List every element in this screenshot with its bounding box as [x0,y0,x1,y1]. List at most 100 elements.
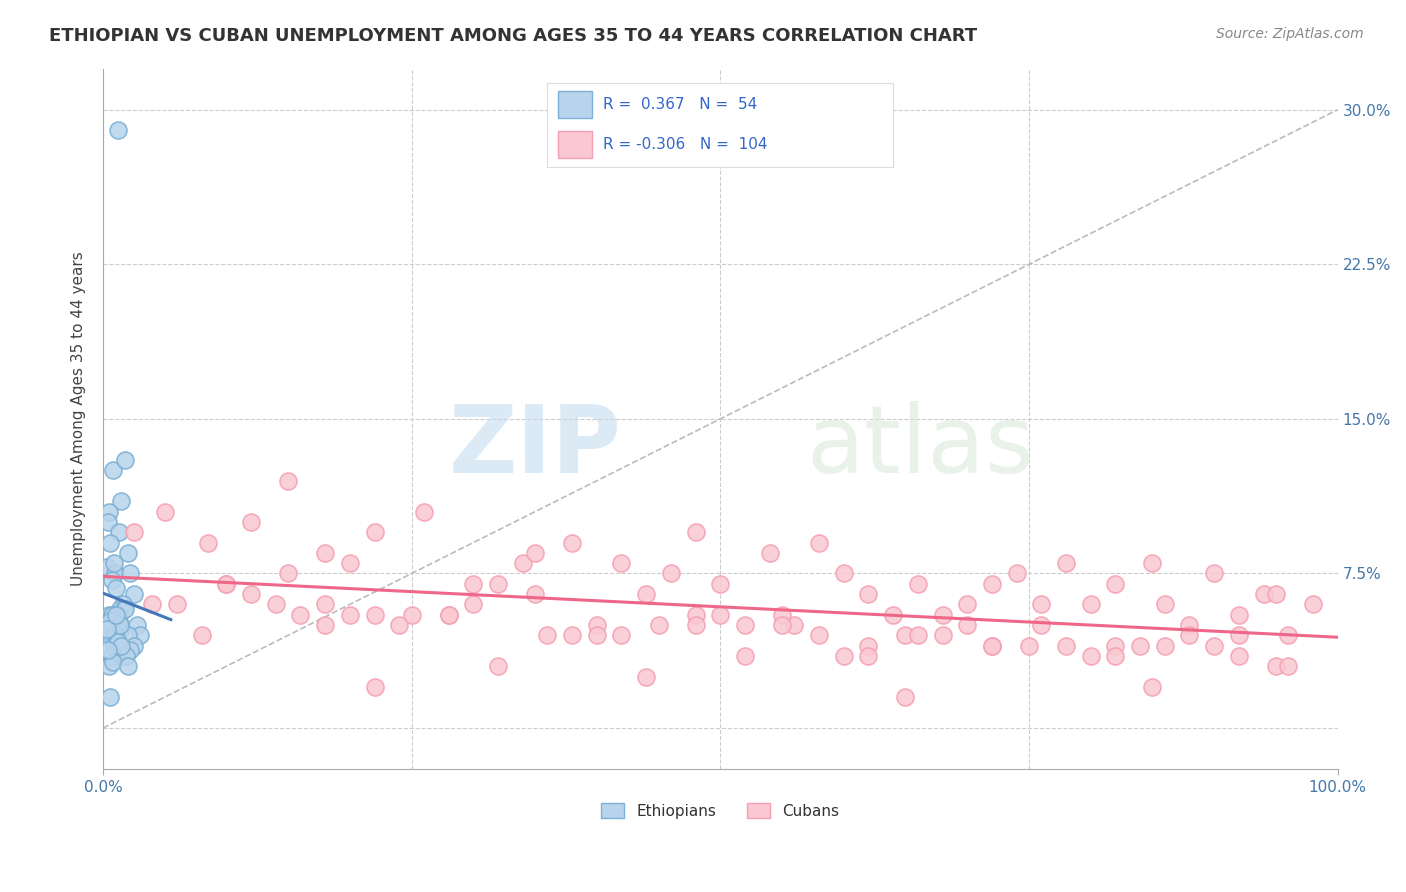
Point [110,494,132,508]
Point [100,607,122,622]
Point [931,628,953,642]
Point [1031,618,1053,632]
Point [388,618,411,632]
Point [437,607,460,622]
Point [1031,598,1053,612]
Point [832,566,855,581]
Point [894,690,917,705]
Text: ETHIOPIAN VS CUBAN UNEMPLOYMENT AMONG AGES 35 TO 44 YEARS CORRELATION CHART: ETHIOPIAN VS CUBAN UNEMPLOYMENT AMONG AG… [49,27,977,45]
Point [561,535,583,549]
Point [166,598,188,612]
Point [1104,576,1126,591]
Point [1264,587,1286,601]
Point [858,587,880,601]
Point [120,642,142,657]
Point [100,648,122,663]
Point [103,639,125,653]
Point [101,463,124,477]
Point [240,587,263,601]
Point [808,628,831,642]
Point [1153,639,1175,653]
Point [108,614,131,628]
Point [107,607,129,622]
Point [339,556,361,570]
Point [117,659,139,673]
Point [314,546,336,560]
Point [1104,648,1126,663]
Point [122,639,145,653]
Point [215,576,238,591]
Point [980,639,1002,653]
Point [98,535,121,549]
Point [108,601,131,615]
Point [561,628,583,642]
Point [734,618,756,632]
Point [112,601,135,615]
Point [636,587,658,601]
Point [363,525,385,540]
Y-axis label: Unemployment Among Ages 35 to 44 years: Unemployment Among Ages 35 to 44 years [72,252,86,586]
Point [98,612,121,626]
Point [685,525,707,540]
Point [105,607,128,622]
Point [486,576,509,591]
Point [1054,556,1077,570]
Point [1253,587,1275,601]
Point [770,607,793,622]
Point [1153,598,1175,612]
Point [97,515,120,529]
Point [290,607,312,622]
Point [1302,598,1324,612]
Point [980,576,1002,591]
Point [114,453,136,467]
Point [339,607,361,622]
Point [98,607,121,622]
Point [437,607,460,622]
Point [1018,639,1040,653]
Point [111,648,134,663]
Point [277,474,299,488]
Point [808,535,831,549]
Point [512,556,534,570]
Point [104,566,127,581]
Point [1277,659,1299,673]
Point [734,648,756,663]
Point [956,598,979,612]
Point [1142,680,1164,694]
Point [117,628,139,642]
Point [122,525,145,540]
Point [636,669,658,683]
Point [104,618,127,632]
Point [190,628,212,642]
Point [709,576,731,591]
Point [129,628,152,642]
Point [685,618,707,632]
Point [117,546,139,560]
Point [98,618,121,632]
Point [127,618,149,632]
Point [96,622,118,636]
Point [96,560,118,574]
Text: ZIP: ZIP [449,401,621,493]
Point [585,618,607,632]
Point [98,659,121,673]
Point [107,634,129,648]
Point [107,123,129,137]
Point [1277,628,1299,642]
Point [413,505,436,519]
Point [277,566,299,581]
Point [610,628,633,642]
Point [114,601,136,615]
Point [314,618,336,632]
Point [264,598,287,612]
Point [120,566,142,581]
Point [647,618,669,632]
Point [882,607,904,622]
Point [108,525,131,540]
Point [104,628,127,642]
Point [1204,566,1226,581]
Point [931,607,953,622]
Text: atlas: atlas [807,401,1035,493]
Point [536,628,558,642]
Point [907,576,929,591]
